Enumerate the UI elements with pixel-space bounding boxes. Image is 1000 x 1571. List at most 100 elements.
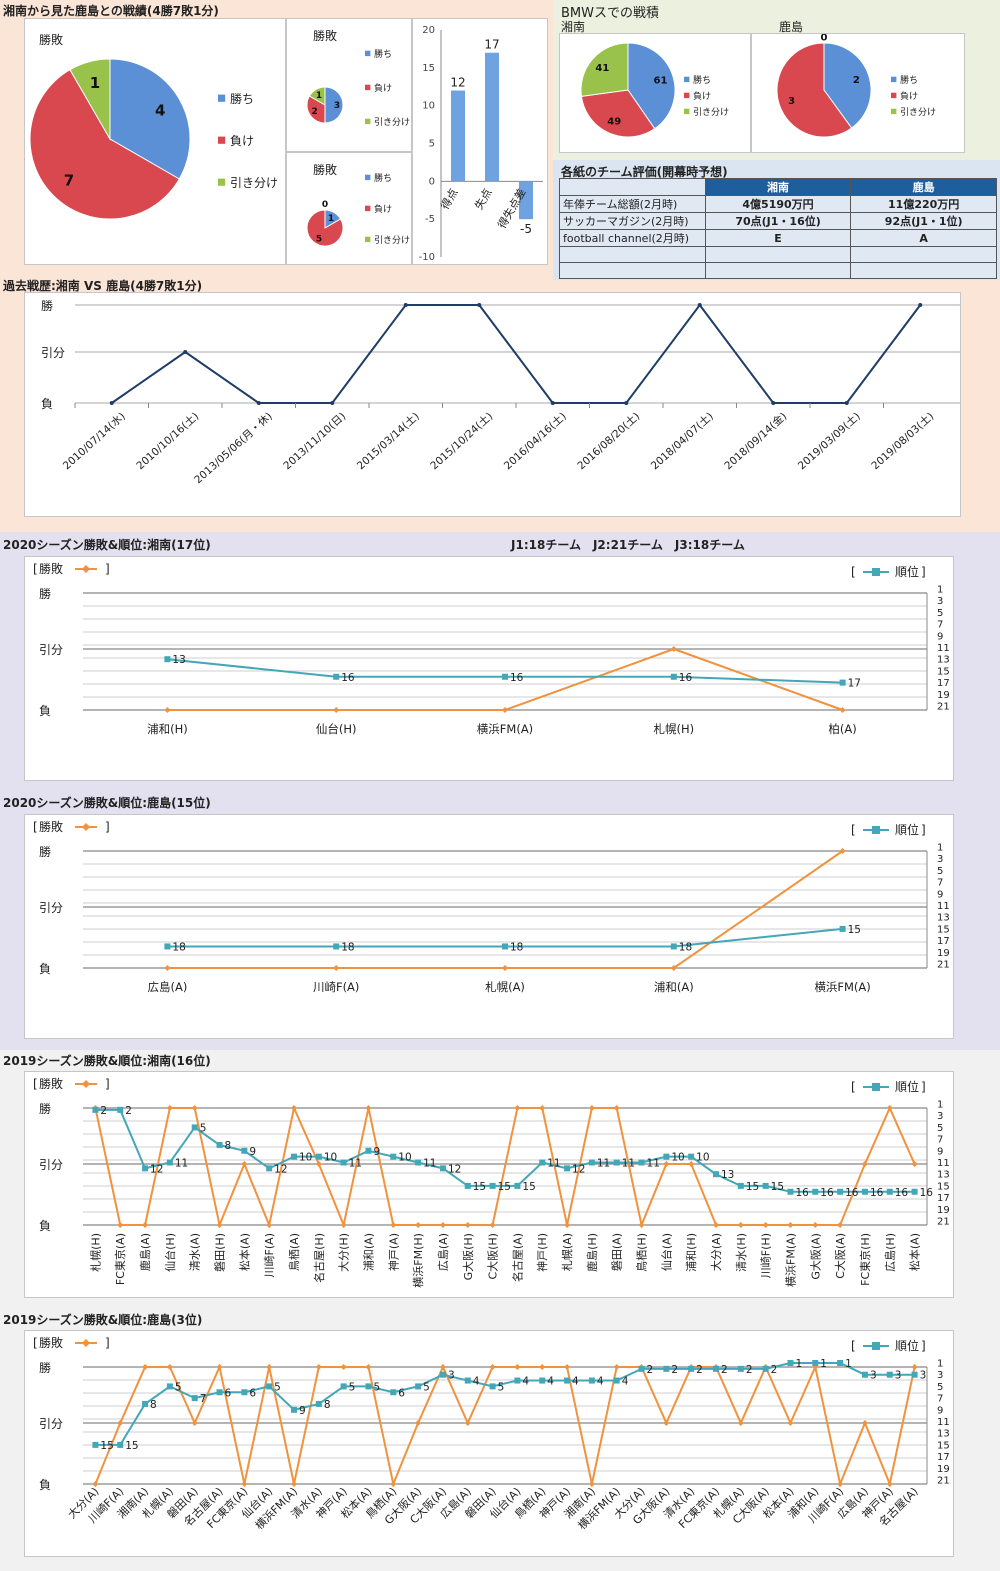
rank-tick-label: 7	[937, 878, 943, 889]
rank-tick-label: 3	[937, 1111, 943, 1122]
small-pie1-title: 勝敗	[313, 29, 338, 43]
x-tick-label: 横浜FM(A)	[814, 980, 870, 994]
y-tick-label: 負	[39, 1478, 51, 1492]
legend-bracket: [	[851, 565, 856, 579]
result-point	[191, 1105, 198, 1111]
result-point	[638, 1222, 645, 1228]
rank-point	[191, 1124, 198, 1131]
rank-tick-label: 21	[937, 960, 950, 971]
rank-point	[333, 673, 340, 680]
rank-tick-label: 5	[937, 608, 943, 619]
rank-point	[390, 1153, 397, 1160]
rank-value-label: 1	[845, 1358, 852, 1370]
result-point	[886, 1105, 893, 1111]
pie-value-label: 1	[90, 74, 100, 92]
rank-value-label: 16	[845, 1187, 859, 1199]
rank-point	[164, 656, 171, 663]
legend-label: 勝ち	[374, 172, 392, 184]
x-tick-label: 広島(A)	[436, 1233, 450, 1271]
rank-point	[439, 1371, 446, 1378]
rank-tick-label: 5	[937, 1382, 943, 1393]
x-tick-label: 仙台(H)	[163, 1233, 177, 1272]
eval-cell: 年俸チーム総額(2月時)	[559, 195, 706, 213]
result-point	[564, 1222, 571, 1228]
eval-cell: E	[704, 229, 852, 247]
rank-value-label: 10	[398, 1152, 411, 1164]
rank-tick-label: 7	[937, 1394, 943, 1405]
rank-point	[291, 1406, 297, 1413]
bar-value-label: 12	[450, 76, 465, 90]
rank-point	[241, 1389, 248, 1396]
y-tick-label: 負	[39, 962, 51, 976]
x-tick-label: 柏(A)	[828, 722, 856, 736]
result-point	[315, 1364, 322, 1370]
rank-point	[613, 1377, 620, 1384]
result-point	[365, 1364, 372, 1370]
x-tick-label: 浦和(A)	[654, 980, 694, 994]
result-point	[241, 1481, 248, 1487]
rank-tick-label: 15	[937, 1440, 950, 1451]
result-point	[142, 1222, 149, 1228]
rank-value-label: 11	[622, 1158, 635, 1170]
legend-label: 勝ち	[374, 48, 392, 60]
x-tick-label: FC東京(A)	[113, 1233, 127, 1285]
result-point	[216, 1364, 223, 1370]
result-point	[886, 1481, 893, 1487]
result-point	[489, 1222, 496, 1228]
rank-point	[315, 1400, 322, 1407]
legend-bracket: [	[851, 1339, 856, 1353]
x-tick-label: 清水(A)	[189, 1233, 202, 1271]
rank-point	[713, 1171, 719, 1178]
rank-point	[291, 1153, 297, 1160]
result-point	[340, 1364, 347, 1370]
result-point	[837, 1222, 844, 1228]
rank-tick-label: 21	[937, 702, 950, 713]
bmw-kashima-panel: 2 3 0 勝ち 負け 引き分け	[751, 33, 965, 153]
history-point	[697, 303, 702, 307]
legend-marker	[82, 1339, 90, 1347]
chart3-title: 2019シーズン勝敗&順位:湘南(16位)	[3, 1054, 211, 1068]
rank-value-label: 18	[341, 941, 354, 953]
legend-bracket: [	[33, 562, 38, 576]
rank-point	[241, 1147, 248, 1154]
result-point	[415, 1222, 422, 1228]
result-point	[539, 1364, 546, 1370]
rank-tick-label: 1	[937, 1100, 943, 1111]
legend-label: 引き分け	[230, 176, 278, 190]
x-tick-label: 仙台(H)	[316, 722, 357, 736]
result-point	[861, 1161, 868, 1167]
pie-value-label: 4	[155, 101, 165, 119]
goal-bar-panel: 20 15 10 5 0 -5 -10 12 得点 17 失点 -5 得失点差	[412, 18, 548, 265]
bar	[451, 90, 465, 182]
legend-marker	[872, 826, 880, 834]
result-point	[340, 1222, 347, 1228]
result-point	[216, 1222, 223, 1228]
x-tick-label: 2019/08/03(土)	[869, 410, 937, 473]
rank-point	[837, 1360, 844, 1366]
rank-value-label: 16	[820, 1187, 834, 1199]
pie-value-label: 5	[316, 235, 322, 245]
result-point	[613, 1364, 620, 1370]
rank-value-label: 9	[299, 1405, 306, 1417]
legend-label: 負け	[900, 90, 918, 102]
x-tick-label: 名古屋(A)	[510, 1233, 524, 1282]
rank-value-label: 15	[848, 924, 861, 936]
result-point	[333, 965, 340, 971]
result-point	[514, 1105, 521, 1111]
legend-bracket: [	[851, 1080, 856, 1094]
eval-cell: 4億5190万円	[704, 195, 852, 213]
x-tick-label: G大阪(A)	[808, 1233, 822, 1280]
x-tick-label: 松本(A)	[237, 1233, 251, 1271]
rank-value-label: 10	[696, 1152, 709, 1164]
rank-value-label: 8	[324, 1399, 331, 1411]
pie-slice	[109, 58, 191, 180]
x-tick-label: 失点	[472, 186, 494, 212]
legend-label: 勝敗	[39, 1335, 63, 1350]
rank-value-label: 2	[100, 1105, 107, 1117]
rank-value-label: 16	[510, 672, 524, 684]
rank-point	[861, 1371, 868, 1378]
y-tick-label: -10	[419, 252, 435, 263]
result-point	[291, 1105, 297, 1111]
